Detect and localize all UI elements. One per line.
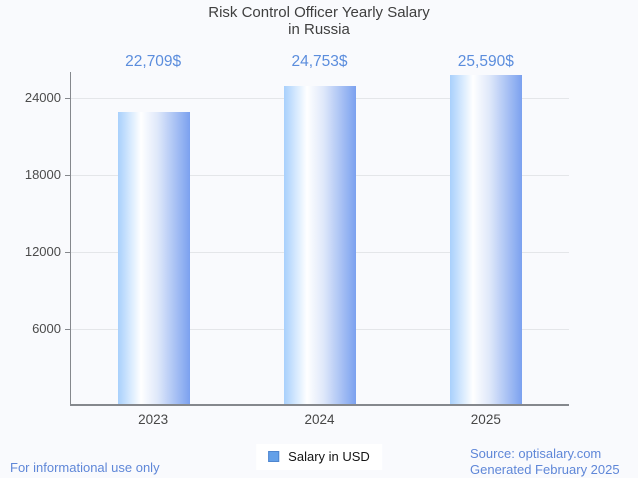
- bar-slot-2024: [237, 72, 403, 404]
- y-tickmark-24000: [65, 97, 70, 99]
- bar-slot-2023: [71, 72, 237, 404]
- bar-2023[interactable]: [118, 112, 190, 404]
- x-axis-labels: 2023 2024 2025: [70, 412, 569, 427]
- legend-label: Salary in USD: [288, 449, 370, 464]
- y-tickmark-12000: [65, 251, 70, 253]
- plot-area: 6000 12000 18000 24000: [25, 72, 569, 406]
- bars-row: [71, 72, 569, 404]
- source-text: Source: optisalary.com: [470, 446, 602, 461]
- legend[interactable]: Salary in USD: [256, 444, 382, 470]
- bar-2024[interactable]: [284, 86, 356, 404]
- bar-value-label-2025: 25,590$: [457, 53, 514, 70]
- bar-2025[interactable]: [450, 75, 522, 404]
- x-axis-label-2024: 2024: [304, 412, 335, 427]
- generated-text: Generated February 2025: [470, 461, 620, 477]
- y-tickmark-18000: [65, 174, 70, 176]
- bar-value-label-2023: 22,709$: [125, 53, 182, 70]
- bar-value-label-2024: 24,753$: [291, 53, 348, 70]
- y-tick-label-6000: 6000: [32, 320, 61, 336]
- x-axis-label-2025: 2025: [470, 412, 501, 427]
- y-tick-label-24000: 24000: [24, 89, 61, 105]
- disclaimer-text: For informational use only: [10, 460, 160, 475]
- chart-title-line2: in Russia: [288, 21, 350, 38]
- y-tick-label-18000: 18000: [24, 166, 61, 182]
- bar-slot-2025: [403, 72, 569, 404]
- x-axis-label-2023: 2023: [138, 412, 169, 427]
- chart-title-line1: Risk Control Officer Yearly Salary: [208, 4, 430, 21]
- source-block: Source: optisalary.com Generated Februar…: [470, 446, 620, 477]
- y-tick-label-12000: 12000: [24, 243, 61, 259]
- y-tickmark-6000: [65, 328, 70, 330]
- chart-title: Risk Control Officer Yearly Salary in Ru…: [0, 4, 638, 38]
- bar-value-labels: 22,709$ 24,753$ 25,590$: [70, 53, 569, 71]
- legend-swatch-icon: [268, 451, 280, 462]
